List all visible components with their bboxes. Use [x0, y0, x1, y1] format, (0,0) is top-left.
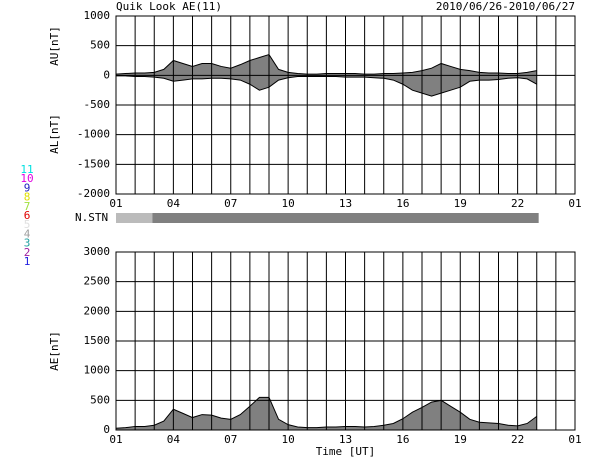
x-tick-label: 01 — [109, 433, 122, 446]
area — [116, 75, 537, 97]
station-legend: 9 — [24, 181, 31, 194]
y-axis-label: AE[nT] — [48, 331, 61, 371]
y-tick-label: -2000 — [77, 187, 110, 200]
y-tick-label: 500 — [90, 393, 110, 406]
x-tick-label: 16 — [396, 197, 409, 210]
x-tick-label: 07 — [224, 433, 237, 446]
station-legend: 6 — [24, 209, 31, 222]
station-legend: 11 — [20, 163, 33, 176]
x-axis-label: Time [UT] — [316, 445, 376, 458]
x-tick-label: 10 — [282, 433, 295, 446]
y-axis-label: AL[nT] — [48, 114, 61, 154]
chart-subtitle: 2010/06/26-2010/06/27 — [436, 0, 575, 13]
station-legend: 7 — [24, 200, 31, 213]
area — [116, 397, 537, 430]
x-tick-label: 22 — [511, 197, 524, 210]
y-tick-label: 0 — [103, 423, 110, 436]
station-legend: 10 — [20, 172, 33, 185]
x-tick-label: 16 — [396, 433, 409, 446]
y-tick-label: -1000 — [77, 128, 110, 141]
station-legend: 3 — [24, 237, 31, 250]
station-legend: 5 — [24, 218, 31, 231]
n-stn-segment — [152, 213, 539, 223]
x-tick-label: 13 — [339, 433, 352, 446]
y-tick-label: 2500 — [84, 275, 111, 288]
chart-title: Quik Look AE(11) — [116, 0, 222, 13]
x-tick-label: 19 — [454, 197, 467, 210]
y-tick-label: -1500 — [77, 157, 110, 170]
x-tick-label: 19 — [454, 433, 467, 446]
y-tick-label: 1000 — [84, 364, 111, 377]
x-tick-label: 10 — [282, 197, 295, 210]
x-tick-label: 01 — [109, 197, 122, 210]
y-tick-label: 2000 — [84, 304, 111, 317]
y-tick-label: 500 — [90, 39, 110, 52]
station-legend: 8 — [24, 191, 31, 204]
x-tick-label: 04 — [167, 197, 181, 210]
y-tick-label: 1000 — [84, 9, 111, 22]
x-tick-label: 13 — [339, 197, 352, 210]
station-legend: 1 — [24, 255, 31, 268]
area — [116, 54, 537, 76]
n-stn-segment — [116, 213, 153, 223]
x-tick-label: 01 — [568, 433, 581, 446]
x-tick-label: 04 — [167, 433, 181, 446]
x-tick-label: 22 — [511, 433, 524, 446]
y-tick-label: 3000 — [84, 245, 111, 258]
x-tick-label: 07 — [224, 197, 237, 210]
x-tick-label: 01 — [568, 197, 581, 210]
y-tick-label: 0 — [103, 68, 110, 81]
station-legend: 2 — [24, 246, 31, 259]
n-stn-label: N.STN — [75, 211, 108, 224]
y-tick-label: -500 — [84, 98, 111, 111]
station-legend: 4 — [24, 227, 31, 240]
y-tick-label: 1500 — [84, 334, 111, 347]
y-axis-label: AU[nT] — [48, 26, 61, 66]
